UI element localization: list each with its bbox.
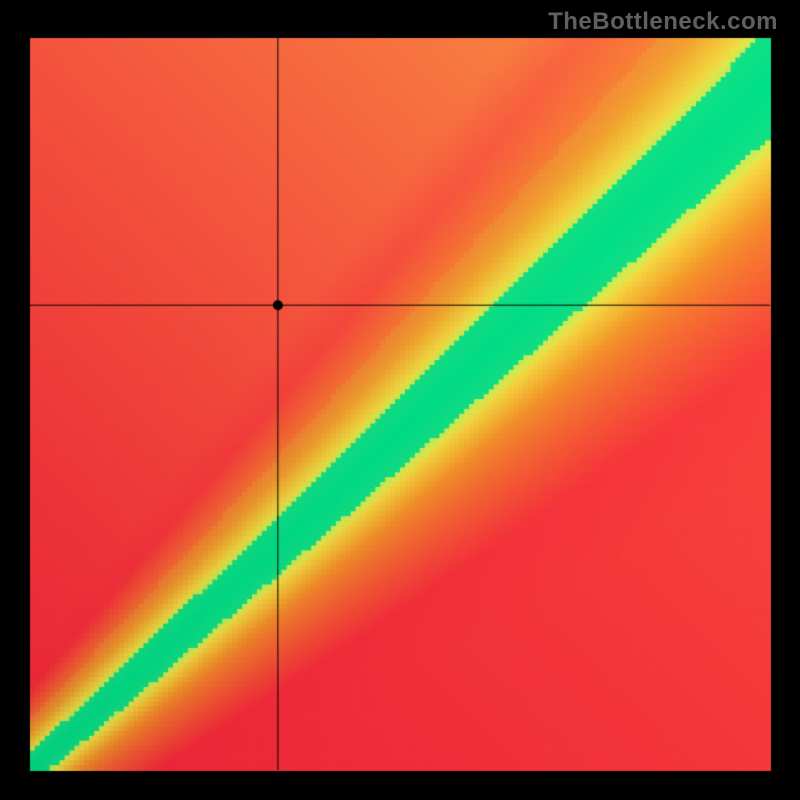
watermark-text: TheBottleneck.com xyxy=(548,8,778,36)
chart-container: TheBottleneck.com xyxy=(0,0,800,800)
heatmap-canvas xyxy=(0,0,800,800)
